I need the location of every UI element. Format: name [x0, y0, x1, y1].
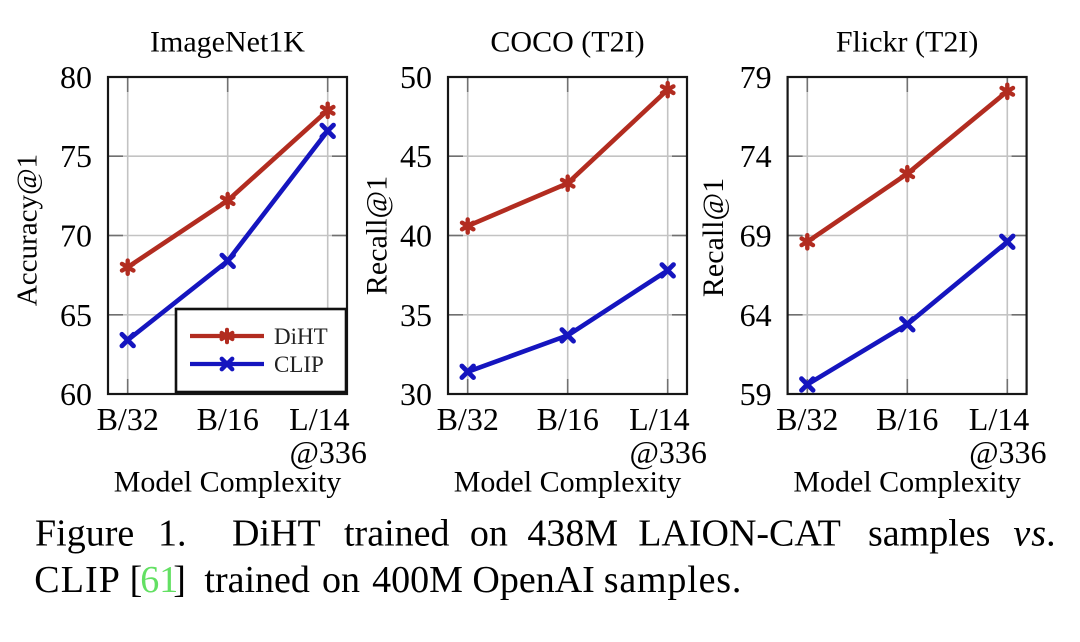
svg-text:DiHT: DiHT — [232, 513, 321, 555]
svg-text:samples.: samples. — [604, 559, 742, 601]
svg-text:[: [ — [130, 559, 143, 601]
svg-text:B/32: B/32 — [437, 401, 499, 437]
svg-text:61: 61 — [140, 559, 178, 601]
svg-text:ImageNet1K: ImageNet1K — [150, 26, 305, 59]
svg-text:60: 60 — [60, 376, 92, 412]
svg-text:DiHT: DiHT — [274, 324, 328, 349]
svg-text:B/16: B/16 — [197, 401, 259, 437]
svg-text:Recall@1: Recall@1 — [697, 178, 730, 297]
svg-text:@336: @336 — [969, 434, 1046, 470]
svg-text:]: ] — [173, 559, 186, 601]
svg-text:@336: @336 — [629, 434, 706, 470]
svg-text:trained: trained — [344, 513, 450, 555]
svg-text:65: 65 — [60, 297, 92, 333]
svg-text:Model Complexity: Model Complexity — [454, 466, 682, 499]
svg-text:1.: 1. — [158, 513, 187, 555]
svg-text:samples: samples — [868, 513, 990, 555]
svg-text:Model Complexity: Model Complexity — [114, 466, 342, 499]
svg-text:B/32: B/32 — [776, 401, 838, 437]
svg-text:B/32: B/32 — [97, 401, 159, 437]
svg-text:35: 35 — [400, 297, 432, 333]
svg-text:Model Complexity: Model Complexity — [793, 466, 1021, 499]
svg-text:on: on — [322, 559, 360, 601]
svg-text:70: 70 — [60, 218, 92, 254]
svg-text:L/14: L/14 — [969, 401, 1029, 437]
svg-text:69: 69 — [740, 218, 772, 254]
svg-text:59: 59 — [740, 376, 772, 412]
svg-text:B/16: B/16 — [876, 401, 938, 437]
svg-text:75: 75 — [60, 138, 92, 174]
svg-text:Figure: Figure — [35, 513, 134, 555]
svg-text:Recall@1: Recall@1 — [361, 176, 394, 295]
svg-text:trained: trained — [204, 559, 310, 601]
svg-text:B/16: B/16 — [537, 401, 599, 437]
svg-text:on: on — [470, 513, 508, 555]
svg-text:30: 30 — [400, 376, 432, 412]
svg-text:40: 40 — [400, 218, 432, 254]
svg-text:80: 80 — [60, 59, 92, 95]
svg-text:74: 74 — [740, 138, 772, 174]
svg-text:Accuracy@1: Accuracy@1 — [12, 154, 44, 306]
svg-text:79: 79 — [740, 59, 772, 95]
svg-text:64: 64 — [740, 297, 772, 333]
svg-text:LAION-CAT: LAION-CAT — [638, 513, 841, 555]
svg-text:vs.: vs. — [1013, 513, 1057, 555]
svg-text:45: 45 — [400, 138, 432, 174]
svg-text:438M: 438M — [527, 513, 618, 555]
svg-text:CLIP: CLIP — [34, 559, 121, 601]
svg-text:@336: @336 — [289, 434, 366, 470]
svg-text:OpenAI: OpenAI — [472, 559, 594, 601]
svg-text:400M: 400M — [372, 559, 463, 601]
svg-text:COCO (T2I): COCO (T2I) — [490, 26, 644, 59]
svg-text:L/14: L/14 — [289, 401, 349, 437]
svg-text:L/14: L/14 — [629, 401, 689, 437]
svg-text:50: 50 — [400, 59, 432, 95]
svg-text:Flickr (T2I): Flickr (T2I) — [836, 26, 978, 59]
svg-text:CLIP: CLIP — [274, 352, 324, 377]
